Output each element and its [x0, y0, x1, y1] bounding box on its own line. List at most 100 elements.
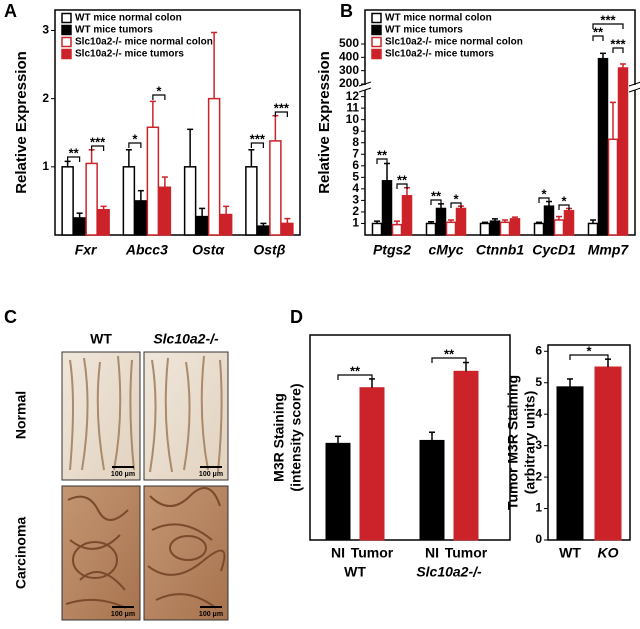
axis-break	[359, 85, 371, 90]
bar	[445, 221, 457, 236]
significance-label: *	[561, 193, 567, 208]
bar	[509, 218, 521, 236]
y-axis-label: M3R Staining	[271, 393, 287, 482]
significance-bracket	[128, 142, 142, 148]
group-label: WT	[344, 564, 366, 580]
bar	[455, 207, 467, 236]
significance-bracket	[337, 374, 373, 380]
bar	[401, 195, 413, 236]
column-label: WT	[90, 331, 112, 347]
significance-label: **	[397, 172, 408, 187]
axis-break	[629, 85, 640, 90]
significance-label: **	[69, 145, 80, 160]
legend-label: WT mice tumors	[385, 25, 463, 36]
bar	[61, 166, 74, 236]
significance-bracket	[274, 111, 288, 117]
scale-label: 100 μm	[111, 611, 135, 618]
x-tick-label: Ctnnb1	[476, 242, 524, 258]
legend-swatch	[371, 36, 382, 48]
bar	[556, 386, 584, 541]
significance-bracket	[396, 183, 408, 189]
y-tick-label: 3	[352, 193, 359, 207]
y-tick-label: 11	[346, 100, 359, 114]
x-tick-label: Ptgs2	[373, 242, 411, 258]
significance-label: ***	[274, 100, 290, 115]
y-tick-label: 2	[352, 204, 359, 218]
significance-label: *	[586, 343, 592, 358]
bar	[158, 186, 172, 236]
significance-label: *	[132, 131, 138, 146]
bar	[85, 162, 98, 236]
bar	[391, 223, 403, 236]
significance-bracket	[152, 94, 166, 100]
bar	[553, 219, 565, 236]
bar	[257, 225, 270, 236]
tissue-texture	[69, 355, 223, 473]
significance-bracket	[558, 204, 570, 210]
y-tick-label: 5	[535, 375, 542, 389]
y-axis-label: Relative Expression	[13, 51, 30, 194]
significance-label: ***	[90, 134, 106, 149]
legend-label: Slc10a2-/- mice tumors	[75, 49, 184, 60]
legend-swatch	[61, 36, 72, 48]
legend-label: WT mice normal colon	[75, 13, 182, 24]
bar	[453, 370, 479, 541]
y-tick-label: 6	[352, 158, 359, 172]
bar	[607, 138, 619, 236]
legend-swatch	[61, 48, 72, 60]
y-tick-label: 4	[352, 181, 359, 195]
significance-bracket	[538, 197, 550, 203]
y-tick-label: 5	[352, 170, 359, 184]
legend-swatch	[371, 48, 382, 60]
panel-label: B	[340, 1, 353, 21]
x-tick-label: NI	[425, 545, 439, 561]
y-tick-label: 1	[535, 501, 542, 515]
micrograph	[61, 351, 141, 481]
y-axis-label: (arbitrary units)	[522, 391, 538, 494]
legend-swatch	[61, 12, 72, 24]
y-tick-label: 500	[339, 36, 359, 50]
legend-label: Slc10a2-/- mice normal colon	[75, 37, 213, 48]
legend-swatch	[61, 24, 72, 36]
histology: WT Slc10a2-/- Normal Carcinoma 100 μm 10…	[13, 331, 229, 621]
plot-frame	[54, 9, 301, 236]
bar	[617, 67, 629, 236]
plot-frame	[309, 334, 511, 541]
significance-bracket	[430, 199, 442, 205]
significance-label: **	[377, 147, 388, 162]
scale-label: 100 μm	[111, 471, 135, 478]
y-tick-label: 2	[535, 469, 542, 483]
x-tick-label: NI	[331, 545, 345, 561]
bar	[269, 140, 282, 236]
bar	[183, 166, 197, 236]
x-tick-label: CycD1	[532, 242, 576, 258]
x-tick-label: Abcc3	[125, 242, 168, 258]
bar	[371, 222, 383, 236]
bar	[587, 222, 599, 236]
legend-label: WT mice normal colon	[385, 13, 492, 24]
tissue-texture	[65, 487, 226, 609]
y-tick-label: 9	[352, 123, 359, 137]
scale-label: 100 μm	[199, 471, 223, 478]
plot-frame	[547, 344, 631, 541]
y-tick-label: 300	[339, 63, 359, 77]
bar	[97, 209, 110, 236]
significance-bracket	[592, 23, 624, 29]
y-tick-label: 8	[352, 135, 359, 149]
bar	[543, 205, 555, 236]
panel-label: C	[4, 307, 17, 327]
bar	[245, 166, 258, 236]
bar	[195, 215, 209, 236]
significance-bracket	[431, 357, 467, 363]
x-tick-label: Fxr	[75, 242, 98, 258]
x-tick-label: cMyc	[428, 242, 463, 258]
panel-label: D	[290, 307, 303, 327]
y-axis-label: Tumor M3R Staining	[505, 375, 521, 510]
x-tick-label: Ostβ	[253, 242, 285, 258]
bar	[325, 442, 351, 541]
bar	[435, 207, 447, 236]
y-tick-label: 0	[535, 532, 542, 546]
significance-label: **	[444, 346, 455, 361]
significance-label: ***	[250, 131, 266, 146]
